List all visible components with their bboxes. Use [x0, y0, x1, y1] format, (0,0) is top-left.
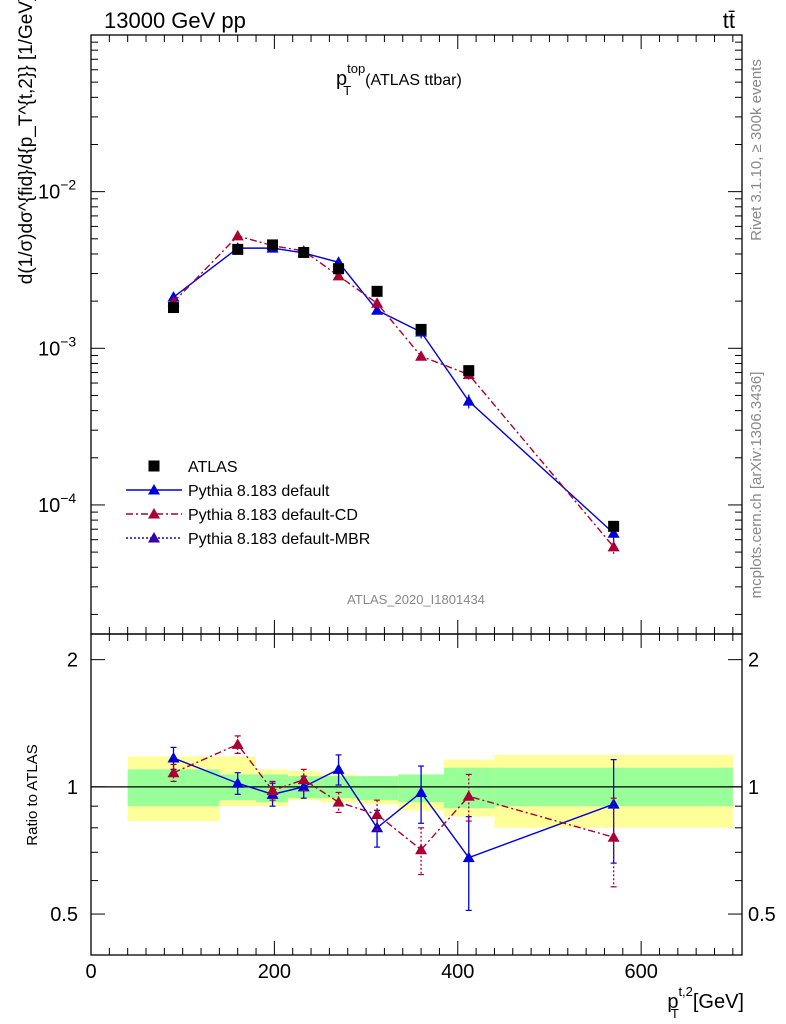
- atlas-data-point: [298, 246, 310, 258]
- legend-label: Pythia 8.183 default-CD: [188, 507, 358, 524]
- ratio-series-point: [607, 831, 620, 842]
- title-sup: top: [347, 61, 365, 76]
- ratio-series-point: [371, 821, 384, 833]
- xlabel-main: p: [667, 991, 678, 1013]
- ratio-series-point: [415, 843, 428, 855]
- ratio-y-tick-label-left: 2: [67, 650, 78, 672]
- ratio-series-point: [462, 851, 475, 863]
- main-series-point: [462, 395, 475, 406]
- ratio-y-tick-label-right: 2: [748, 650, 759, 672]
- legend-marker: [148, 460, 160, 472]
- ratio-series-point: [371, 808, 384, 820]
- x-axis-title: pt,2 T [GeV]: [667, 984, 744, 1021]
- atlas-data-point: [267, 239, 279, 251]
- ratio-series-point: [167, 766, 180, 778]
- analysis-id: ATLAS_2020_I1801434: [347, 592, 485, 607]
- main-series-line: [173, 235, 615, 548]
- title-rest: (ATLAS ttbar): [365, 72, 462, 89]
- x-tick-label: 400: [441, 961, 474, 983]
- atlas-data-point: [463, 365, 475, 377]
- chart-dynamic-layer: 0 200 400 600 10−2 10−3 10−4 2 2 1 1 0.5 0.5 ATLAS Pyt…: [38, 34, 776, 983]
- legend-label: Pythia 8.183 default-MBR: [188, 531, 370, 548]
- atlas-data-point: [232, 243, 244, 255]
- title-sub: T: [343, 83, 351, 98]
- main-y-tick-label: 10−3: [38, 333, 76, 360]
- main-y-tick-label: 10−4: [38, 490, 76, 517]
- band-stat: [356, 776, 399, 801]
- main-series-point: [415, 350, 428, 361]
- main-series-point: [371, 297, 384, 308]
- ratio-ylabel: Ratio to ATLAS: [24, 744, 41, 845]
- source-label: mcplots.cern.ch [arXiv:1306.3436]: [748, 372, 765, 599]
- ratio-series-point: [415, 786, 428, 797]
- legend-label: ATLAS: [188, 459, 238, 476]
- atlas-data-point: [371, 285, 383, 297]
- legend-marker: [148, 508, 160, 519]
- main-series-point: [607, 540, 620, 552]
- ratio-y-tick-label-left: 0.5: [50, 904, 78, 926]
- title-main: p: [336, 68, 347, 90]
- ratio-y-tick-label-right: 0.5: [748, 904, 776, 926]
- x-tick-label: 0: [85, 961, 96, 983]
- atlas-data-point: [415, 323, 427, 335]
- main-series-point: [332, 269, 345, 281]
- atlas-data-point: [333, 263, 345, 275]
- ratio-series-point: [231, 777, 244, 788]
- ratio-panel-frame: [90, 633, 743, 956]
- xlabel-unit: [GeV]: [693, 991, 744, 1013]
- ratio-series-point: [297, 773, 310, 785]
- main-series-point: [231, 229, 244, 241]
- legend-label: Pythia 8.183 default: [188, 483, 330, 500]
- main-y-tick-label: 10−2: [38, 177, 76, 204]
- ratio-y-tick-label-right: 1: [748, 777, 759, 799]
- ratio-series-point: [167, 752, 180, 763]
- xlabel-sup: t,2: [678, 984, 692, 999]
- main-series-point: [371, 304, 384, 315]
- energy-label: 13000 GeV pp: [104, 8, 246, 33]
- main-series-point: [607, 527, 620, 538]
- legend-marker: [148, 532, 160, 543]
- ratio-series-point: [231, 738, 244, 749]
- ratio-series-point: [462, 790, 475, 801]
- rivet-version-label: Rivet 3.1.10, ≥ 300k events: [748, 59, 765, 241]
- ratio-series-point: [332, 763, 345, 774]
- ratio-y-tick-label-left: 1: [67, 777, 78, 799]
- legend-marker: [148, 484, 160, 495]
- ratio-series-point: [332, 796, 345, 807]
- main-ylabel: d(1/σ)dσ^{fid}/d{p_T^{t,2}} [1/GeV]: [16, 0, 37, 284]
- x-tick-label: 200: [258, 961, 291, 983]
- ratio-series-line: [173, 743, 614, 851]
- main-title: ptop T (ATLAS ttbar): [336, 61, 462, 98]
- ratio-series-point: [266, 784, 279, 796]
- atlas-data-point: [168, 302, 180, 314]
- x-tick-label: 600: [624, 961, 657, 983]
- atlas-data-point: [608, 520, 620, 532]
- xlabel-sub: T: [671, 1006, 679, 1021]
- process-label: tt̄: [723, 8, 735, 33]
